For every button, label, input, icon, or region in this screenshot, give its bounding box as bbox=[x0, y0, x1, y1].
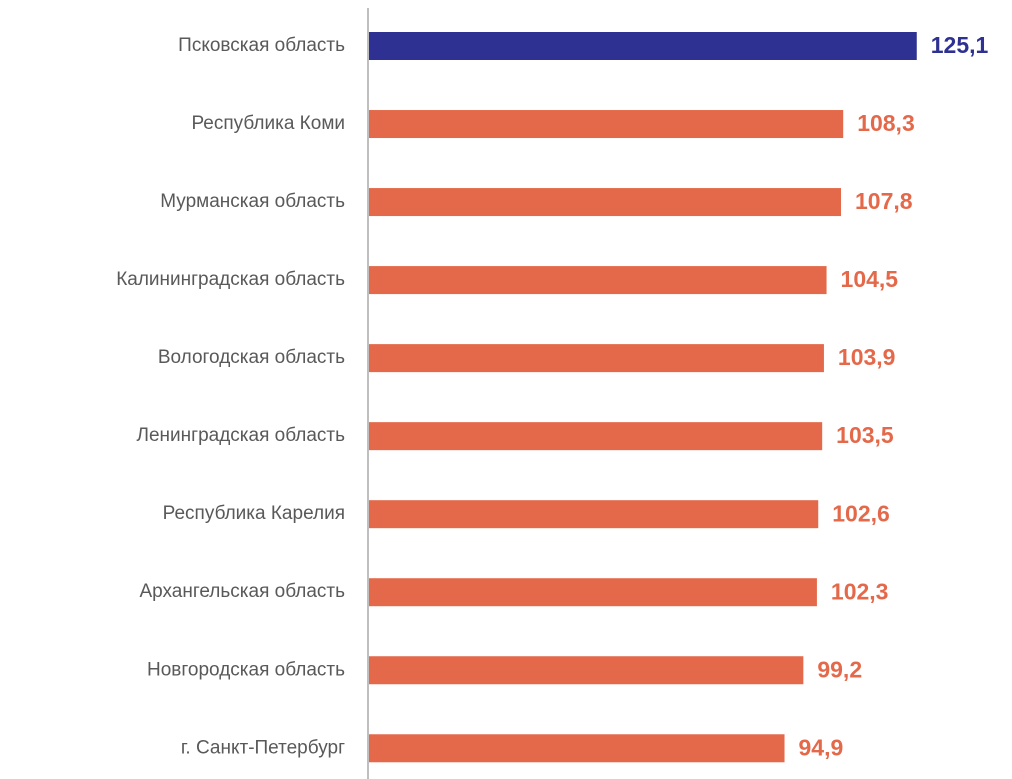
bar bbox=[369, 344, 824, 373]
category-label: Мурманская область bbox=[160, 191, 345, 212]
bar bbox=[369, 110, 844, 139]
bar bbox=[369, 188, 842, 217]
bar bbox=[369, 266, 827, 295]
value-label: 125,1 bbox=[931, 32, 989, 58]
category-label: Калининградская область bbox=[116, 269, 345, 290]
bar bbox=[369, 578, 817, 607]
value-label: 99,2 bbox=[817, 656, 862, 682]
category-label: Вологодская область bbox=[158, 347, 345, 368]
value-label: 103,5 bbox=[836, 422, 894, 448]
category-label: Архангельская область bbox=[139, 581, 345, 602]
value-label: 102,6 bbox=[832, 500, 890, 526]
category-label: Республика Карелия bbox=[163, 503, 345, 524]
value-label: 107,8 bbox=[855, 188, 913, 214]
bar bbox=[369, 656, 804, 685]
value-label: 104,5 bbox=[841, 266, 899, 292]
category-label: Новгородская область bbox=[147, 659, 345, 680]
value-label: 103,9 bbox=[838, 344, 896, 370]
bar bbox=[369, 734, 785, 763]
category-label: Ленинградская область bbox=[137, 425, 346, 446]
value-label: 94,9 bbox=[799, 734, 844, 760]
value-label: 102,3 bbox=[831, 578, 889, 604]
category-label: Псковская область bbox=[178, 35, 345, 56]
value-label: 108,3 bbox=[857, 110, 915, 136]
category-label: Республика Коми bbox=[191, 113, 345, 134]
bar bbox=[369, 500, 819, 529]
bar bbox=[369, 422, 823, 451]
bar bbox=[369, 32, 917, 60]
category-label: г. Санкт-Петербург bbox=[181, 737, 345, 758]
